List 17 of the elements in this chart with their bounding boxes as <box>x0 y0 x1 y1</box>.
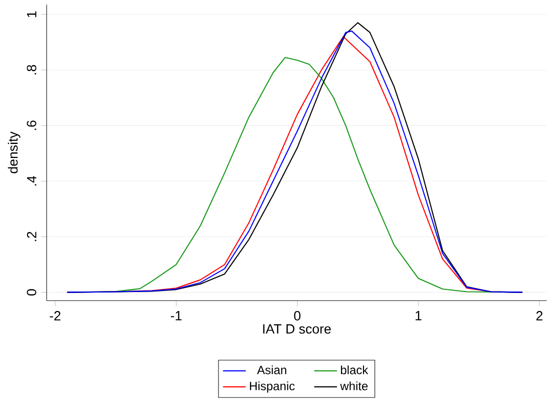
y-axis-title: density <box>8 132 20 174</box>
y-tick-label: .6 <box>26 120 36 130</box>
y-tick-label: 1 <box>27 11 36 18</box>
y-tick-label: 0 <box>26 289 36 296</box>
legend-label: Hispanic <box>250 381 295 393</box>
x-axis-title: IAT D score <box>263 324 331 334</box>
x-tick-label: 2 <box>536 311 542 320</box>
y-tick-label: .2 <box>26 232 36 242</box>
y-tick-label: .4 <box>27 176 36 186</box>
legend-label: Asian <box>257 365 286 374</box>
legend-label: white <box>340 381 368 390</box>
x-tick-label: 1 <box>416 311 422 320</box>
x-tick-label: -1 <box>170 311 182 320</box>
x-tick-label: -2 <box>50 311 60 320</box>
x-tick-label: 0 <box>294 311 300 320</box>
y-tick-label: .8 <box>26 64 36 74</box>
legend-label: black <box>340 365 368 374</box>
